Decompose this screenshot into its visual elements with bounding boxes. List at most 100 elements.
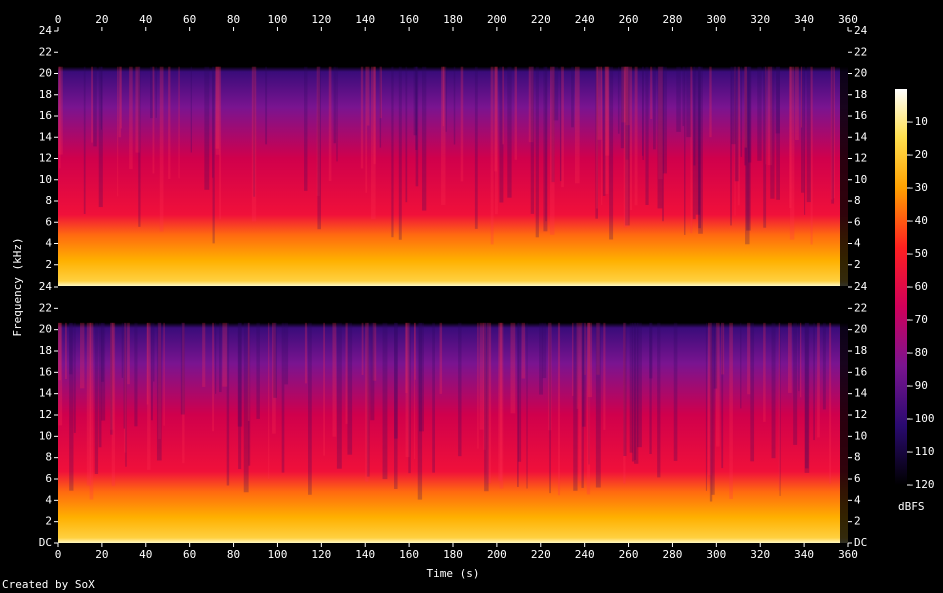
y-tick-label: 20	[39, 67, 52, 80]
spectrogram-texture	[124, 322, 127, 453]
x-tick-label: 220	[531, 548, 551, 561]
spectrogram-texture	[559, 66, 562, 182]
spectrogram-texture	[499, 322, 504, 489]
y-tick-label: 12	[39, 152, 52, 165]
spectrogram-texture	[637, 322, 642, 448]
spectrogram-texture	[439, 322, 443, 394]
spectrogram-texture	[623, 322, 627, 456]
spectrogram-texture	[494, 66, 498, 172]
spectrogram-texture	[746, 66, 751, 231]
spectrogram-texture	[328, 66, 332, 182]
y-tick-label: 6	[45, 215, 52, 228]
spectrogram-texture	[788, 66, 792, 208]
spectrogram-texture	[178, 66, 180, 179]
spectrogram-texture	[603, 322, 606, 430]
spectrogram-texture	[740, 66, 743, 157]
spectrogram-texture	[507, 66, 512, 198]
spectrogram-texture	[474, 66, 478, 229]
spectrogram-texture	[268, 322, 270, 480]
spectrogram-texture	[405, 322, 408, 394]
x-tick-label: 320	[750, 13, 770, 26]
x-tick-label: 20	[95, 548, 108, 561]
x-tick-label: 340	[794, 13, 814, 26]
spectrogram-texture	[713, 322, 718, 389]
spectrogram-texture	[645, 66, 649, 205]
spectrogram-texture	[617, 66, 620, 134]
spectrogram-texture	[101, 322, 106, 421]
spectrogram-texture	[634, 66, 638, 206]
spectrogram-texture	[621, 66, 626, 123]
spectrogram-texture	[625, 66, 629, 160]
colorbar-tick-label: -100	[908, 412, 935, 425]
x-tick-label: 120	[311, 13, 331, 26]
y-tick-label: 8	[45, 451, 52, 464]
spectrogram-texture	[625, 66, 630, 226]
spectrogram-texture	[215, 322, 217, 394]
y-tick-label: 22	[854, 45, 867, 58]
y-tick-label: 2	[854, 258, 861, 271]
spectrogram-texture	[498, 322, 503, 481]
spectrogram-texture	[483, 322, 486, 450]
spectrogram-texture	[365, 322, 369, 482]
spectrogram-texture	[226, 322, 230, 486]
y-tick-label: 20	[39, 323, 52, 336]
y-tick-label: 16	[854, 109, 867, 122]
y-tick-label: 8	[854, 451, 861, 464]
spectrogram-texture	[135, 66, 140, 153]
y-tick-label: 24	[854, 24, 868, 37]
spectrogram-texture	[152, 66, 155, 174]
spectrogram-texture	[623, 66, 629, 228]
spectrogram-texture	[514, 66, 517, 160]
colorbar-tick-label: -10	[908, 115, 928, 128]
spectrogram-texture	[308, 322, 312, 495]
x-tick-label: 260	[619, 13, 639, 26]
spectrogram-texture	[373, 66, 376, 165]
x-tick-label: 40	[139, 13, 152, 26]
spectrogram-texture	[721, 322, 724, 469]
y-tick-label: 4	[854, 237, 861, 250]
spectrogram-texture	[202, 322, 206, 387]
spectrogram-texture	[347, 322, 353, 455]
spectrogram-texture	[789, 66, 795, 240]
spectrogram-texture	[737, 66, 740, 206]
footer: Created by SoX	[2, 578, 95, 591]
spectrogram-texture	[111, 322, 116, 486]
spectrogram-texture	[573, 322, 578, 491]
y-tick-label: 14	[854, 130, 868, 143]
x-tick-label: 200	[487, 13, 507, 26]
x-tick-label: 160	[399, 548, 419, 561]
spectrogram-texture	[822, 322, 826, 410]
y-tick-label: 16	[39, 365, 52, 378]
spectrogram-texture	[542, 322, 547, 379]
spectrogram-texture	[460, 66, 464, 182]
y-tick-label: 2	[854, 515, 861, 528]
spectrogram-texture	[408, 322, 411, 474]
spectrogram-texture	[801, 66, 805, 193]
spectrogram-texture	[553, 66, 559, 121]
spectrogram-texture	[535, 66, 539, 238]
spectrogram-texture	[150, 66, 154, 119]
x-tick-label: 80	[227, 548, 240, 561]
spectrogram-texture	[215, 66, 220, 155]
colorbar-tick-label: -110	[908, 445, 935, 458]
spectrogram-texture	[414, 322, 416, 460]
spectrogram-texture	[168, 66, 171, 180]
colorbar-tick-label: -50	[908, 247, 928, 260]
x-tick-label: 0	[55, 548, 62, 561]
x-tick-label: 20	[95, 13, 108, 26]
spectrogram-texture	[798, 322, 800, 392]
spectrogram-texture	[182, 322, 185, 464]
spectrogram-texture	[441, 66, 446, 205]
spectrogram-texture	[650, 66, 653, 120]
spectrogram-texture	[59, 66, 61, 169]
spectrogram-texture	[405, 322, 410, 458]
colorbar-tick-label: -20	[908, 148, 928, 161]
y-tick-label: 16	[39, 109, 52, 122]
spectrogram-texture	[304, 322, 308, 384]
x-tick-label: 60	[183, 13, 196, 26]
y-tick-label: 24	[39, 280, 53, 293]
spectrogram-texture	[272, 322, 276, 434]
spectrogram-texture	[686, 66, 692, 138]
spectrogram-texture	[715, 322, 720, 447]
spectrogram-texture	[118, 66, 122, 138]
